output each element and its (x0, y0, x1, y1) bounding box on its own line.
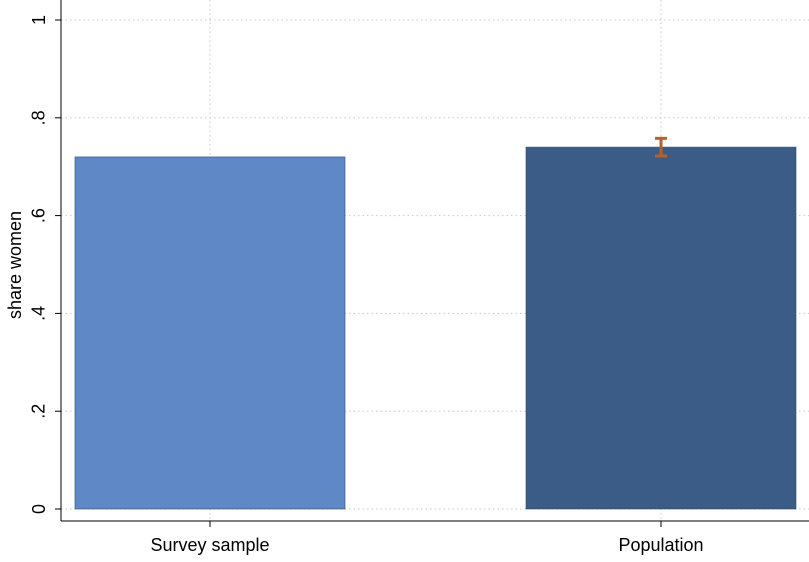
x-tick-label: Population (618, 535, 703, 555)
y-tick-label: .8 (29, 110, 49, 125)
y-tick-label: 1 (29, 15, 49, 25)
y-tick-label: .4 (29, 306, 49, 321)
bar (525, 146, 797, 510)
y-tick-label: .6 (29, 208, 49, 223)
bar (74, 156, 346, 510)
y-tick-label: 0 (29, 504, 49, 514)
x-tick-label: Survey sample (150, 535, 269, 555)
y-axis-label: share women (5, 211, 25, 319)
y-tick-label: .2 (29, 404, 49, 419)
error-bar (655, 136, 667, 158)
